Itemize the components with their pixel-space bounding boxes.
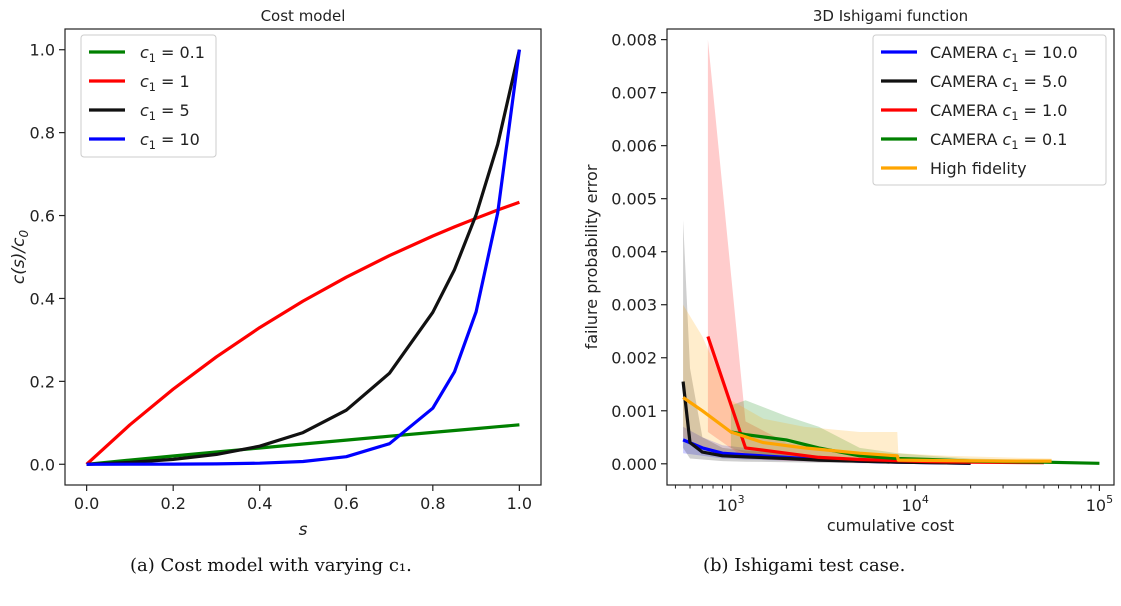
legend-label: c1 = 1: [140, 72, 190, 94]
x-tick-label: 1.0: [507, 494, 532, 513]
legend-label: CAMERA c1 = 5.0: [930, 72, 1067, 94]
x-tick-label: 0.0: [74, 494, 99, 513]
x-tick-label: 104: [901, 493, 928, 515]
y-tick-label: 0.2: [30, 372, 55, 391]
legend-box: [872, 34, 1107, 186]
legend-label: CAMERA c1 = 10.0: [930, 43, 1078, 65]
legend-label: c1 = 5: [140, 101, 190, 123]
y-tick-label: 0.003: [611, 296, 657, 315]
y-tick-label: 0.007: [611, 84, 657, 103]
legend: c1 = 0.1 c1 = 1 c1 = 5 c1 = 10: [80, 34, 217, 158]
caption-a: (a) Cost model with varying c₁.: [130, 555, 412, 576]
legend-label: CAMERA c1 = 0.1: [930, 130, 1067, 152]
legend-box: [80, 34, 217, 158]
chart-a: 0.0 0.2 0.4 0.6 0.8 1.0 0.0 0.2 0.4 0.6 0.8 1.0 Cost…: [9, 7, 542, 540]
y-tick-label: 0.8: [30, 124, 55, 143]
legend-label: CAMERA c1 = 1.0: [930, 101, 1067, 123]
x-tick-label: 103: [717, 493, 744, 515]
y-tick-label: 0.6: [30, 207, 55, 226]
chart-title: Cost model: [261, 7, 346, 25]
y-tick-label: 0.000: [611, 455, 657, 474]
y-axis-label: failure probability error: [582, 164, 601, 349]
series-line-2: [86, 49, 521, 466]
y-tick-label: 1.0: [30, 41, 55, 60]
x-axis-label: s: [299, 520, 308, 540]
series-band-2: [707, 39, 1044, 464]
series-band-4: [683, 304, 1052, 464]
plot-frame: [666, 28, 1115, 486]
legend-label: c1 = 10: [140, 130, 200, 152]
y-tick-label: 0.4: [30, 289, 55, 308]
y-tick-label: 0.001: [611, 402, 657, 421]
x-axis-label: cumulative cost: [827, 516, 954, 535]
caption-b: (b) Ishigami test case.: [703, 555, 906, 576]
series-line-4: [682, 396, 1052, 463]
y-tick-label: 0.005: [611, 190, 657, 209]
y-tick-label: 0.002: [611, 349, 657, 368]
x-tick-label: 0.6: [334, 494, 359, 513]
series-line-0: [86, 423, 520, 466]
legend: CAMERA c1 = 10.0 CAMERA c1 = 5.0 CAMERA c1…: [872, 34, 1107, 186]
chart-b: 103 104 105 0.000 0.001 0.002 0.003 0.004 0.005 0…: [582, 7, 1115, 535]
legend-label: c1 = 0.1: [140, 43, 205, 65]
x-tick-label: 0.4: [247, 494, 272, 513]
y-tick-label: 0.006: [611, 137, 657, 156]
x-tick-label: 0.8: [420, 494, 445, 513]
x-tick-label: 0.2: [160, 494, 185, 513]
legend-label: High fidelity: [930, 159, 1027, 178]
y-tick-label: 0.004: [611, 243, 657, 262]
y-tick-label: 0.0: [30, 455, 55, 474]
y-axis-label: c(s)/c0: [9, 230, 31, 285]
chart-title: 3D Ishigami function: [813, 7, 968, 25]
plot-frame: [64, 28, 542, 486]
series-line-1: [85, 200, 520, 466]
y-tick-label: 0.008: [611, 31, 657, 50]
x-tick-label: 105: [1086, 493, 1113, 515]
series-line-3: [86, 49, 521, 466]
